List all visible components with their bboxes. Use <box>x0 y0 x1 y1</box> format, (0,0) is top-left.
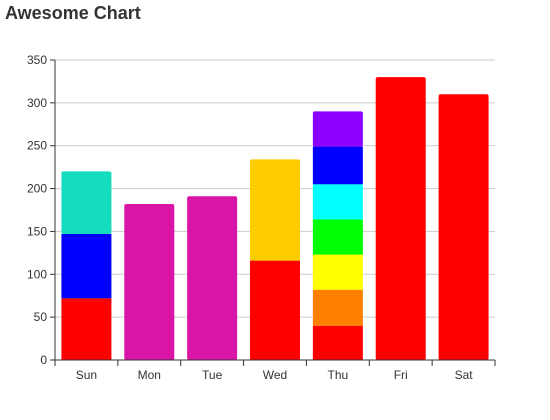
bar-segment[interactable] <box>312 219 363 255</box>
x-tick-label: Tue <box>202 368 223 382</box>
bar-segment[interactable] <box>312 325 363 360</box>
bar-segment[interactable] <box>312 254 363 290</box>
chart-title: Awesome Chart <box>5 3 141 23</box>
y-tick-label: 100 <box>27 267 47 281</box>
y-tick-label: 150 <box>27 224 47 238</box>
bar-stack-tue[interactable] <box>187 196 238 360</box>
bar-segment[interactable] <box>375 77 426 361</box>
bar-segment[interactable] <box>312 146 363 185</box>
bar-segment[interactable] <box>312 111 363 147</box>
bar-segment[interactable] <box>187 196 238 360</box>
bar-stack-sat[interactable] <box>438 94 489 361</box>
y-tick-label: 0 <box>40 353 47 367</box>
y-tick-label: 250 <box>27 139 47 153</box>
bar-segment[interactable] <box>61 298 112 360</box>
axes: 0 50 100 150 200 250 300 350 Sun Mon Tue Wed Thu Fri S… <box>27 53 496 382</box>
bar-stack-wed[interactable] <box>250 159 300 360</box>
x-tick-label: Sat <box>455 368 474 382</box>
bar-segment[interactable] <box>61 171 112 234</box>
x-tick-label: Fri <box>394 368 408 382</box>
y-tick-label: 200 <box>27 182 47 196</box>
x-tick-label: Mon <box>138 368 161 382</box>
bar-segment[interactable] <box>124 204 175 360</box>
bar-segment[interactable] <box>61 234 112 299</box>
y-tick-label: 350 <box>27 53 47 67</box>
x-tick-label: Thu <box>328 368 349 382</box>
x-tick-label: Wed <box>263 368 287 382</box>
y-tick-label: 300 <box>27 96 47 110</box>
bar-segment[interactable] <box>250 260 300 360</box>
bar-segment[interactable] <box>312 184 363 220</box>
x-tick-label: Sun <box>76 368 97 382</box>
bar-stack-mon[interactable] <box>124 204 175 360</box>
bar-stack-thu[interactable] <box>312 111 363 360</box>
bar-segment[interactable] <box>438 94 489 361</box>
bar-segment[interactable] <box>250 159 300 261</box>
bar-segment[interactable] <box>312 289 363 326</box>
bar-stack-sun[interactable] <box>61 171 112 360</box>
bar-stack-fri[interactable] <box>375 77 426 361</box>
y-tick-label: 50 <box>34 310 48 324</box>
bars <box>61 77 489 361</box>
